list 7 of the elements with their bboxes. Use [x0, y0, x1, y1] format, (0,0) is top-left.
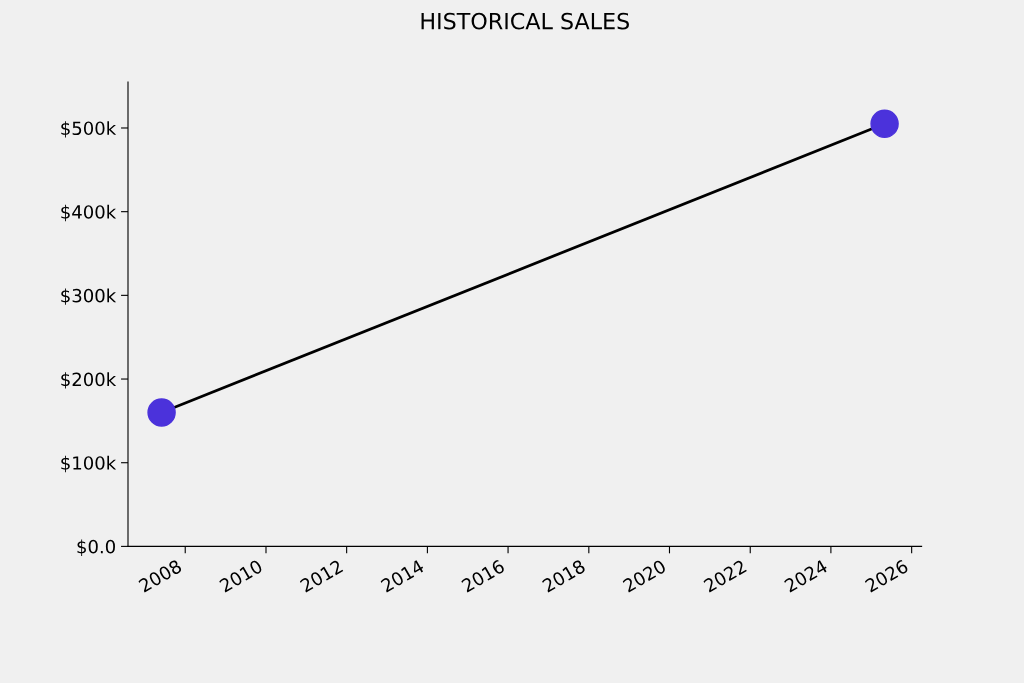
- y-tick-label: $400k: [61, 204, 117, 222]
- y-tick-label: $500k: [61, 121, 117, 138]
- y-tick-label: $200k: [61, 372, 117, 389]
- y-tick-label: $300k: [61, 288, 117, 305]
- y-tick-label: $100k: [61, 455, 117, 473]
- chart-title: HISTORICAL SALES: [421, 12, 629, 30]
- y-tick-label: $0.0: [77, 539, 115, 556]
